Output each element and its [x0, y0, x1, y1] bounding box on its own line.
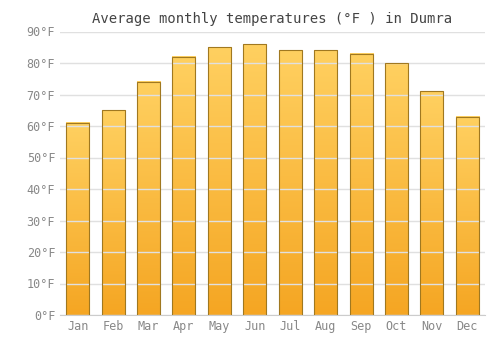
Bar — [350, 54, 372, 315]
Bar — [314, 50, 337, 315]
Bar — [278, 50, 301, 315]
Bar — [172, 57, 196, 315]
Bar — [385, 63, 408, 315]
Bar — [102, 110, 124, 315]
Bar — [244, 44, 266, 315]
Bar — [137, 82, 160, 315]
Bar — [208, 47, 231, 315]
Bar — [420, 91, 444, 315]
Bar — [456, 117, 479, 315]
Title: Average monthly temperatures (°F ) in Dumra: Average monthly temperatures (°F ) in Du… — [92, 12, 452, 26]
Bar — [66, 123, 89, 315]
